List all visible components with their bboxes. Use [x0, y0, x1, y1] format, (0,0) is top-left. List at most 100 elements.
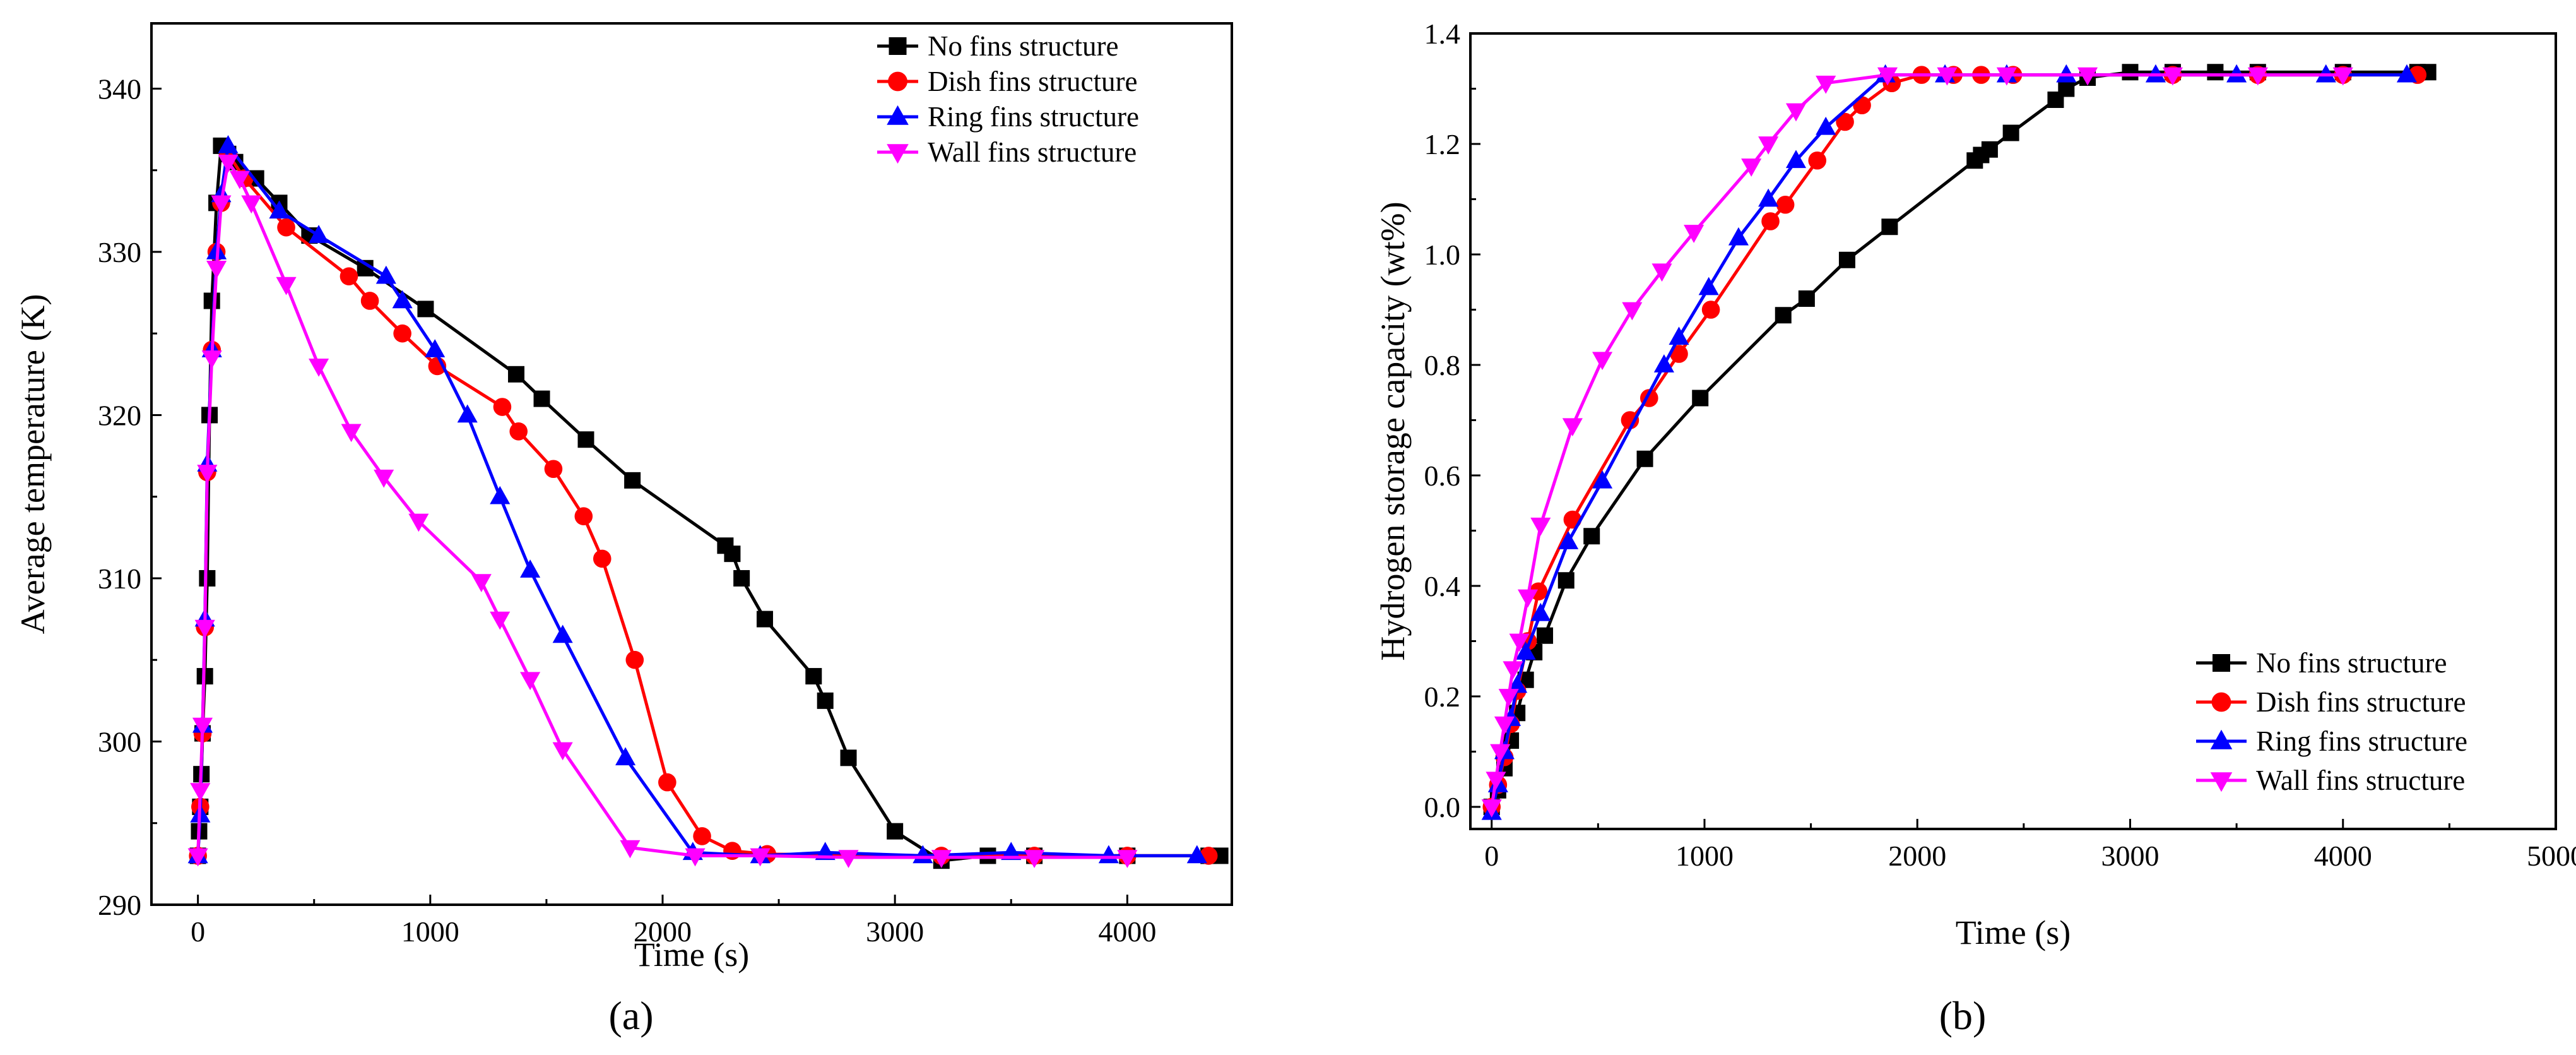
- data-point-wall: [1684, 225, 1705, 243]
- legend-marker-ring: [2210, 729, 2233, 749]
- data-point-dish: [574, 507, 593, 526]
- data-point-no: [624, 472, 641, 489]
- data-point-wall: [1530, 517, 1551, 536]
- series-group-a: [187, 134, 1229, 869]
- data-point-ring: [269, 200, 290, 219]
- legend-marker-no: [2213, 654, 2230, 672]
- data-point-dish: [1761, 212, 1780, 230]
- data-point-wall: [1816, 75, 1836, 94]
- data-point-ring: [2145, 64, 2166, 83]
- data-point-wall: [1024, 850, 1045, 868]
- legend-item-wall: Wall fins structure: [877, 136, 1137, 168]
- y-axis-title-a: Average temperature (K): [14, 294, 52, 635]
- data-point-dish: [1808, 151, 1827, 170]
- x-tick-label: 4000: [1098, 915, 1156, 948]
- data-point-wall: [374, 469, 394, 488]
- data-point-ring: [1186, 845, 1207, 864]
- data-point-no: [1583, 528, 1600, 545]
- data-point-wall: [341, 424, 362, 443]
- data-point-ring: [520, 559, 541, 578]
- data-point-wall: [194, 619, 215, 638]
- data-point-wall: [309, 359, 329, 377]
- y-tick-label: 1.4: [1424, 18, 1461, 50]
- y-tick-label: 320: [98, 399, 141, 431]
- data-point-ring: [2396, 64, 2417, 83]
- data-point-wall: [1622, 302, 1643, 321]
- x-tick-label: 2000: [1888, 840, 1946, 872]
- data-point-wall: [620, 840, 641, 859]
- y-tick-label: 310: [98, 563, 141, 595]
- data-point-no: [1775, 307, 1792, 324]
- data-point-no: [1838, 251, 1855, 268]
- data-point-no: [805, 668, 822, 685]
- y-tick-label: 330: [98, 236, 141, 268]
- data-point-wall: [2332, 67, 2353, 86]
- data-point-wall: [1877, 67, 1898, 86]
- chart-a: 0 1000 2000 3000 4000 290 300 310 320 330 340 No …: [14, 22, 1233, 1038]
- data-point-wall: [1486, 772, 1506, 790]
- legend-item-ring: Ring fins structure: [877, 101, 1139, 133]
- data-point-wall: [490, 611, 511, 630]
- data-point-ring: [1515, 641, 1536, 660]
- data-point-no: [2058, 80, 2075, 97]
- data-point-wall: [685, 848, 706, 867]
- data-point-wall: [241, 195, 262, 214]
- data-point-wall: [931, 850, 952, 868]
- data-point-dish: [277, 218, 295, 237]
- data-point-ring: [425, 339, 446, 357]
- data-point-no: [1537, 627, 1554, 644]
- data-point-wall: [229, 170, 250, 189]
- data-point-ring: [615, 747, 636, 766]
- data-point-dish: [1836, 112, 1854, 131]
- y-axis-title-b: Hydrogen storage capacity (wt%): [1374, 201, 1412, 660]
- plot-area-b: [1469, 32, 2557, 830]
- data-point-wall: [1509, 633, 1530, 652]
- data-point-wall: [2077, 67, 2098, 86]
- data-point-no: [1981, 141, 1998, 158]
- data-point-wall: [2162, 67, 2183, 86]
- legend-label-wall: Wall fins structure: [928, 136, 1137, 168]
- data-point-ring: [1558, 531, 1579, 549]
- data-point-ring: [1728, 227, 1749, 246]
- data-point-no: [2122, 64, 2139, 81]
- data-point-dish: [1670, 345, 1688, 363]
- legend-label-ring: Ring fins structure: [928, 101, 1139, 133]
- y-tick-label: 0.0: [1424, 791, 1461, 823]
- data-point-ring: [392, 290, 413, 309]
- x-tick-label: 0: [191, 915, 205, 948]
- legend-item-dish: Dish fins structure: [877, 66, 1137, 97]
- legend-label-dish: Dish fins structure: [928, 66, 1137, 97]
- data-point-wall: [471, 574, 492, 593]
- legend-label-dish: Dish fins structure: [2256, 686, 2466, 718]
- data-point-ring: [552, 624, 573, 643]
- data-point-ring: [375, 265, 396, 284]
- data-point-ring: [1816, 116, 1836, 135]
- x-tick-label: 4000: [2314, 840, 2372, 872]
- data-point-wall: [1562, 418, 1583, 437]
- x-tick-label: 0: [1484, 840, 1499, 872]
- data-point-ring: [1507, 674, 1528, 693]
- data-point-no: [203, 292, 220, 309]
- data-point-wall: [201, 350, 222, 369]
- data-point-wall: [1758, 136, 1779, 155]
- data-point-wall: [1996, 67, 2017, 86]
- legend-label-no: No fins structure: [2256, 647, 2447, 679]
- data-point-no: [724, 545, 741, 563]
- x-tick-label: 2000: [634, 915, 692, 948]
- legend-item-no: No fins structure: [2196, 647, 2447, 679]
- data-point-no: [508, 366, 525, 383]
- legend-item-ring: Ring fins structure: [2196, 725, 2467, 757]
- legend-marker-dish: [888, 71, 907, 92]
- data-point-dish: [1776, 195, 1795, 214]
- x-axis-title-a: Time (s): [634, 936, 750, 974]
- data-point-no: [756, 611, 773, 628]
- data-point-wall: [206, 260, 227, 279]
- x-tick-label: 1000: [1675, 840, 1734, 872]
- data-point-wall: [1490, 744, 1511, 763]
- legend-item-no: No fins structure: [877, 30, 1118, 62]
- data-point-wall: [192, 717, 213, 736]
